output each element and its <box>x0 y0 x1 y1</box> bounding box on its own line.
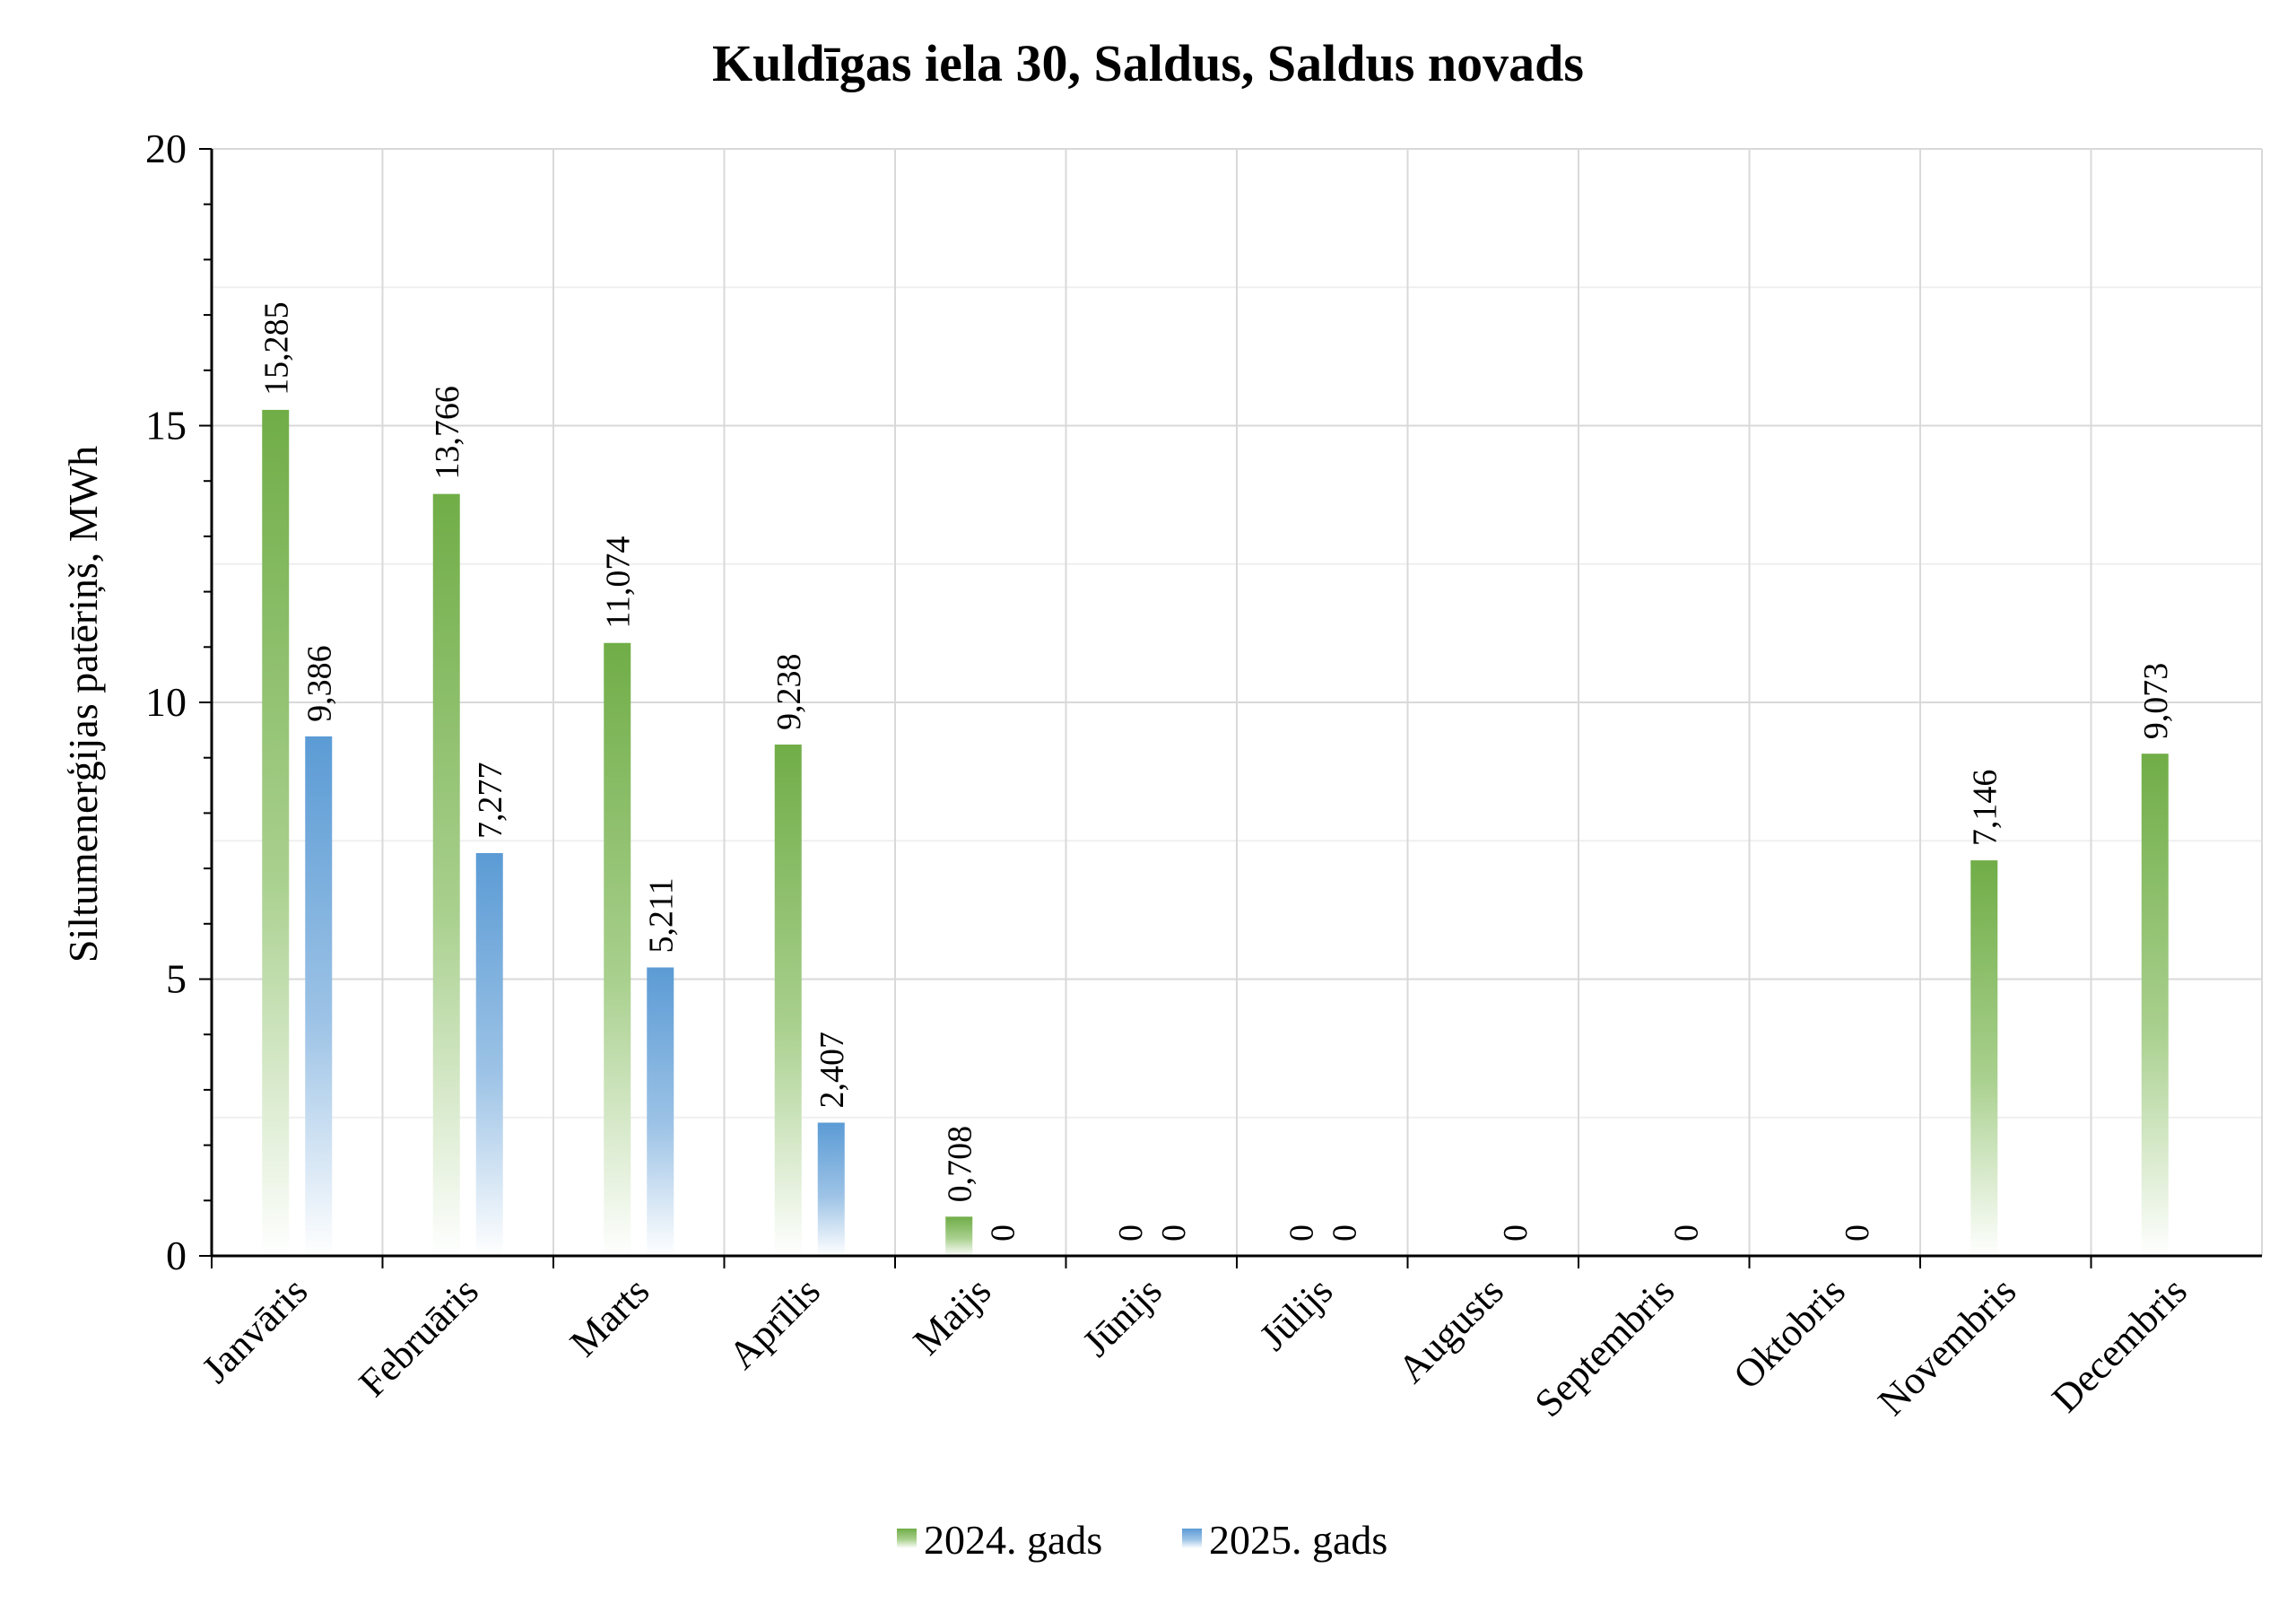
legend-swatch <box>897 1529 917 1548</box>
data-label: 0 <box>1326 1224 1363 1242</box>
chart-title: Kuldīgas iela 30, Saldus, Saldus novads <box>712 34 1584 92</box>
data-label: 0 <box>1112 1224 1150 1242</box>
x-tick-label: Februāris <box>351 1268 487 1405</box>
data-label: 7,277 <box>472 762 509 840</box>
bar <box>262 409 290 1256</box>
bar <box>432 493 460 1256</box>
axes: 0 5 10 15 20 Janvāris Februāris Marts Aprīlis Mai… <box>145 126 2262 1425</box>
bar <box>2141 754 2169 1256</box>
bar <box>475 853 503 1256</box>
data-label: 0 <box>1497 1224 1535 1242</box>
legend: 2024. gads 2025. gads <box>897 1517 1387 1563</box>
data-label: 0 <box>1839 1224 1876 1242</box>
y-tick-label: 20 <box>145 126 187 171</box>
x-tick-label: Augusts <box>1389 1268 1512 1391</box>
bar <box>647 967 674 1256</box>
x-tick-label: Maijs <box>905 1268 1000 1364</box>
bar <box>604 642 631 1256</box>
y-tick-label: 15 <box>145 403 187 449</box>
x-tick-label: Jūlijs <box>1251 1268 1341 1358</box>
data-label: 9,238 <box>770 654 808 731</box>
data-label: 5,211 <box>642 877 680 953</box>
data-label: 0,708 <box>941 1126 978 1203</box>
bar <box>1970 860 1998 1256</box>
data-label: 15,285 <box>257 301 295 396</box>
x-tick-label: Janvāris <box>194 1268 317 1391</box>
bar <box>817 1122 845 1256</box>
x-tick-label: Marts <box>561 1268 657 1364</box>
x-tick-label: Novembris <box>1869 1268 2024 1424</box>
data-label: 7,146 <box>1966 770 2004 847</box>
data-label: 0 <box>984 1224 1022 1242</box>
y-tick-label: 5 <box>166 956 187 1002</box>
data-label: 2,407 <box>813 1032 851 1109</box>
x-tick-label: Aprīlis <box>720 1268 829 1377</box>
bar <box>305 736 333 1256</box>
data-label: 9,073 <box>2137 663 2175 740</box>
y-tick-label: 0 <box>166 1233 187 1278</box>
x-tick-label: Decembris <box>2043 1268 2195 1420</box>
data-label: 0 <box>1155 1224 1193 1242</box>
data-label: 9,386 <box>300 645 338 722</box>
bars <box>262 409 2169 1256</box>
x-tick-label: Septembris <box>1526 1268 1683 1425</box>
data-label: 13,766 <box>429 386 466 480</box>
data-label: 0 <box>1283 1224 1320 1242</box>
legend-label: 2025. gads <box>1209 1517 1387 1563</box>
data-label: 11,074 <box>599 536 637 629</box>
y-axis-label: Siltumenerģijas patēriņš, MWh <box>60 446 106 963</box>
x-tick-label: Oktobris <box>1725 1268 1854 1398</box>
legend-swatch <box>1182 1529 1202 1548</box>
legend-label: 2024. gads <box>924 1517 1102 1563</box>
x-tick-label: Jūnijs <box>1074 1268 1170 1364</box>
y-tick-label: 10 <box>145 679 187 725</box>
data-label: 0 <box>1667 1224 1705 1242</box>
gridlines <box>212 148 2263 1256</box>
bar <box>945 1216 973 1256</box>
bar <box>774 745 802 1256</box>
